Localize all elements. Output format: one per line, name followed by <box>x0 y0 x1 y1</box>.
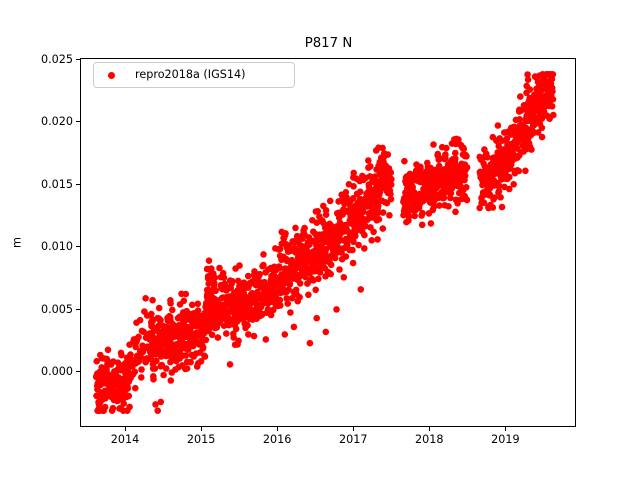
x-tick-label: 2016 <box>262 432 292 446</box>
x-tick-label: 2019 <box>491 432 520 446</box>
x-tick-mark <box>124 427 126 432</box>
chart-title: P817 N <box>304 36 353 51</box>
y-axis-label: m <box>10 237 24 248</box>
legend-marker-dot <box>108 72 115 79</box>
y-tick-mark <box>76 246 80 248</box>
y-tick-label: 0.025 <box>40 52 73 66</box>
x-tick-mark <box>200 427 202 432</box>
x-tick-mark <box>352 427 354 432</box>
y-tick-label: 0.005 <box>40 302 73 316</box>
x-tick-label: 2015 <box>186 432 216 446</box>
x-tick-label: 2017 <box>338 432 368 446</box>
x-tick-label: 2018 <box>415 432 444 446</box>
y-tick-label: 0.000 <box>40 365 73 379</box>
x-tick-label: 2014 <box>110 432 140 446</box>
y-tick-mark <box>76 371 80 373</box>
x-tick-mark <box>276 427 278 432</box>
x-tick-mark <box>504 427 506 432</box>
y-tick-mark <box>76 58 80 60</box>
y-tick-label: 0.020 <box>40 115 73 129</box>
legend: repro2018a (IGS14) <box>93 62 295 88</box>
y-tick-mark <box>76 183 80 185</box>
legend-label: repro2018a (IGS14) <box>135 68 246 81</box>
plot-area <box>80 57 577 428</box>
y-tick-mark <box>76 308 80 310</box>
x-tick-mark <box>428 427 430 432</box>
y-tick-label: 0.015 <box>40 177 73 191</box>
y-tick-mark <box>76 121 80 123</box>
y-tick-label: 0.010 <box>40 240 73 254</box>
